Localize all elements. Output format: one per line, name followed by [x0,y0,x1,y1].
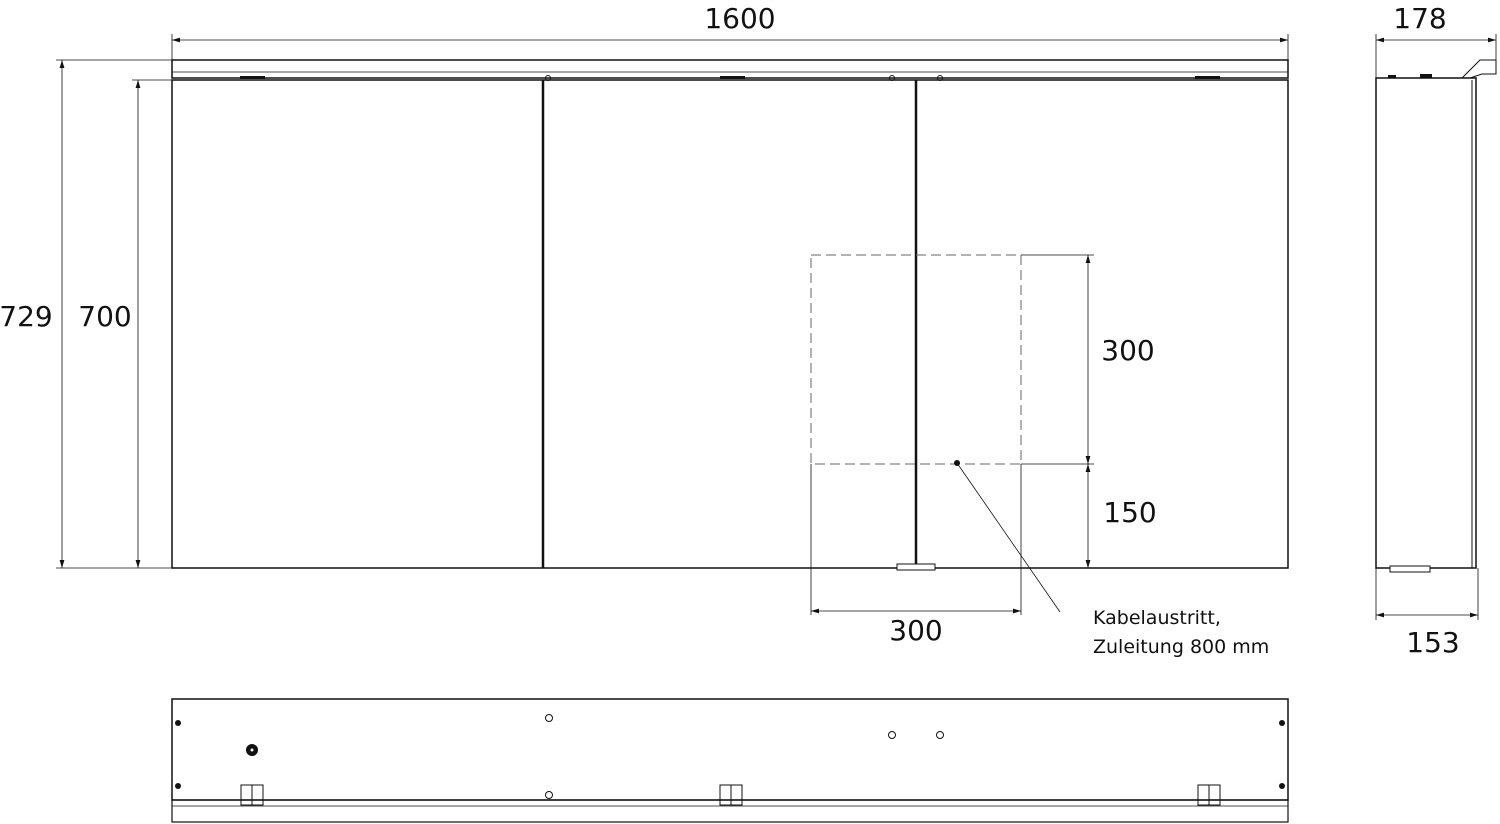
leader-line [956,462,1061,613]
hinge [1197,784,1221,806]
hinge [240,784,264,806]
cable-note-line2: Zuleitung 800 mm [1093,636,1269,658]
side-body-depth-label: 153 [1406,626,1459,659]
hinge [719,784,743,806]
total-height-dimension: 729 [0,59,172,569]
total-height-label: 729 [0,300,53,333]
side-depth-label: 178 [1393,2,1446,35]
cutout-height-label: 300 [1101,334,1154,367]
door-height-label: 700 [78,300,131,333]
cable-note-line1: Kabelaustritt, [1093,607,1221,629]
cable-cutout: 300 300 150 Kabelaustritt, Zuleitung 800… [810,254,1269,658]
door-height-dimension: 700 [78,79,172,568]
bottom-view [171,698,1289,823]
cutout-offset-label: 150 [1103,496,1156,529]
side-view: 178 153 [1375,2,1497,659]
width-label: 1600 [704,2,775,35]
front-view [171,59,1289,571]
cabinet-doors [171,79,1289,569]
width-dimension: 1600 [171,2,1289,62]
cutout-width-label: 300 [889,614,942,647]
